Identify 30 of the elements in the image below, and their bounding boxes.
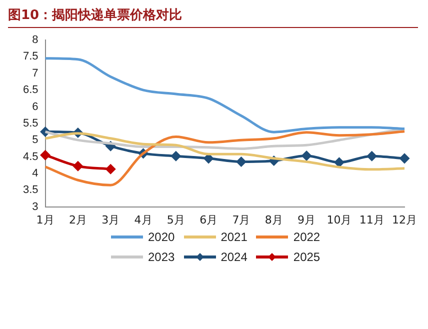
x-tick-label: 6月 <box>200 213 218 226</box>
legend-label: 2023 <box>148 250 175 264</box>
x-tick-label: 12月 <box>392 213 417 226</box>
x-tick-label: 7月 <box>232 213 250 226</box>
y-tick-label: 4 <box>32 167 38 180</box>
x-tick-label: 4月 <box>134 213 152 226</box>
x-tick-label: 10月 <box>326 213 352 226</box>
x-tick-label: 5月 <box>166 213 185 226</box>
y-tick-label: 5.5 <box>22 117 38 130</box>
x-tick-label: 8月 <box>264 213 283 226</box>
x-tick-label: 2月 <box>68 213 87 226</box>
x-tick-label: 3月 <box>102 213 120 226</box>
legend-label: 2024 <box>220 250 248 264</box>
y-tick-label: 6.5 <box>22 84 38 96</box>
y-tick-label: 6 <box>32 100 38 113</box>
x-tick-label: 11月 <box>359 213 384 226</box>
y-tick-label: 4.5 <box>22 150 38 163</box>
y-tick-label: 5 <box>32 134 38 146</box>
legend-label: 2020 <box>148 230 175 244</box>
legend-label: 2025 <box>293 250 320 264</box>
legend-label: 2021 <box>220 230 248 244</box>
y-tick-label: 3.5 <box>22 184 38 196</box>
y-tick-label: 3 <box>32 200 38 213</box>
x-tick-label: 1月 <box>36 213 54 226</box>
legend-label: 2022 <box>293 230 320 244</box>
y-tick-label: 7.5 <box>22 50 38 63</box>
chart-title: 图10：揭阳快递单票价格对比 <box>8 6 418 28</box>
y-tick-label: 8 <box>32 34 38 46</box>
y-tick-label: 7 <box>32 67 38 80</box>
x-tick-label: 9月 <box>298 213 316 226</box>
